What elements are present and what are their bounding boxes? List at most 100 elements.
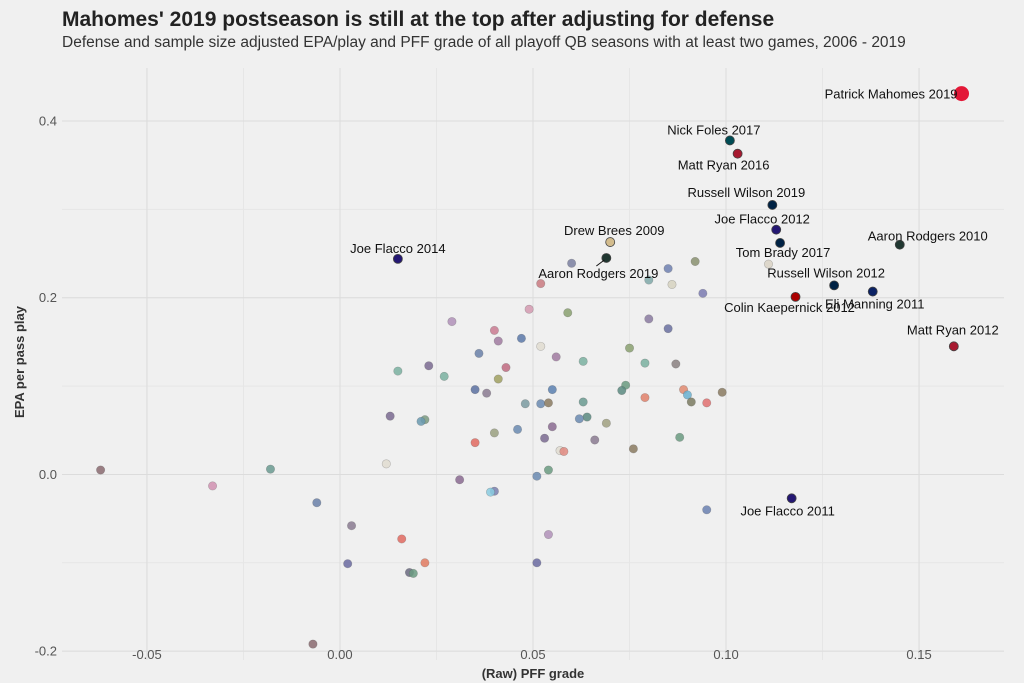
highlighted-point	[786, 493, 797, 504]
data-point	[675, 432, 685, 442]
label-leader-line	[596, 259, 605, 267]
highlighted-point	[829, 280, 840, 291]
point-label: Drew Brees 2009	[564, 223, 664, 238]
x-tick-label: 0.15	[906, 647, 931, 662]
data-point	[551, 352, 561, 362]
data-point	[582, 412, 592, 422]
data-point	[424, 361, 434, 371]
highlighted-point	[732, 148, 743, 159]
point-label: Tom Brady 2017	[736, 245, 831, 260]
data-point	[455, 475, 465, 485]
data-point	[690, 257, 700, 267]
point-label: Aaron Rodgers 2010	[868, 229, 988, 244]
highlighted-point	[392, 253, 403, 264]
data-point	[343, 559, 353, 569]
data-point	[644, 275, 654, 285]
highlighted-point	[724, 135, 735, 146]
data-point	[702, 398, 712, 408]
data-point	[347, 521, 357, 531]
x-tick-label: 0.05	[520, 647, 545, 662]
data-point	[543, 465, 553, 475]
x-tick-label: 0.10	[713, 647, 738, 662]
data-point	[489, 428, 499, 438]
point-label: Joe Flacco 2014	[350, 241, 445, 256]
label-layer: Patrick Mahomes 2019 Nick Foles 2017 Matt …	[350, 87, 999, 519]
data-point	[447, 317, 457, 327]
data-point	[536, 399, 546, 409]
point-label: Matt Ryan 2012	[907, 322, 999, 337]
chart-title: Mahomes' 2019 postseason is still at the…	[62, 8, 775, 31]
data-point	[667, 279, 677, 289]
point-label: Eli Manning 2011	[825, 297, 925, 312]
data-point	[96, 465, 106, 475]
x-tick-label: 0.00	[327, 647, 352, 662]
highlighted-point	[771, 224, 782, 235]
data-point	[698, 288, 708, 298]
data-point	[420, 558, 430, 568]
point-label: Aaron Rodgers 2019	[538, 266, 658, 281]
data-point	[532, 558, 542, 568]
data-point	[520, 399, 530, 409]
data-point	[640, 358, 650, 368]
data-point	[763, 259, 773, 269]
data-point	[663, 324, 673, 334]
x-axis-title: (Raw) PFF grade	[482, 666, 585, 681]
data-point	[265, 464, 275, 474]
y-tick-label: 0.4	[39, 114, 57, 129]
y-tick-label: -0.2	[35, 644, 57, 659]
data-point	[628, 444, 638, 454]
data-point	[536, 341, 546, 351]
grid-layer	[62, 68, 1004, 660]
data-point	[486, 487, 496, 497]
data-point	[567, 258, 577, 268]
data-point	[559, 446, 569, 456]
point-label: Joe Flacco 2012	[715, 212, 810, 227]
point-label: Russell Wilson 2019	[687, 185, 805, 200]
data-point	[543, 398, 553, 408]
data-point	[543, 530, 553, 540]
data-point	[702, 505, 712, 515]
data-point	[408, 568, 418, 578]
data-point	[493, 336, 503, 346]
highlighted-point	[894, 239, 905, 250]
tick-layer: -0.05 0.00 0.05 0.10 0.15 -0.2 0.0 0.2 0.4	[35, 114, 932, 662]
data-point	[590, 435, 600, 445]
data-point	[536, 279, 546, 289]
data-point	[439, 371, 449, 381]
data-point	[474, 348, 484, 358]
chart-subtitle: Defense and sample size adjusted EPA/pla…	[62, 34, 906, 51]
data-point	[644, 314, 654, 324]
data-point	[532, 471, 542, 481]
data-point	[397, 534, 407, 544]
data-point	[470, 385, 480, 395]
data-point	[663, 264, 673, 274]
data-point	[671, 359, 681, 369]
y-axis-title: EPA per pass play	[12, 305, 27, 418]
highlighted-point	[775, 238, 785, 248]
data-point	[501, 363, 511, 373]
data-point	[489, 325, 499, 335]
data-point	[601, 418, 611, 428]
highlighted-point	[767, 200, 778, 210]
highlighted-point	[790, 291, 801, 302]
data-point	[385, 411, 395, 421]
data-point	[470, 438, 480, 448]
data-point	[524, 304, 534, 314]
data-point	[682, 390, 692, 400]
data-point	[493, 374, 503, 384]
data-point	[717, 387, 727, 397]
point-label: Matt Ryan 2016	[678, 158, 770, 173]
highlighted-point	[948, 341, 959, 352]
data-point	[563, 308, 573, 318]
data-point	[312, 498, 322, 508]
data-point	[540, 433, 550, 443]
data-point	[308, 639, 318, 649]
point-label: Colin Kaepernick 2012	[724, 300, 855, 315]
data-point	[482, 388, 492, 398]
data-point	[513, 424, 523, 434]
x-tick-label: -0.05	[132, 647, 162, 662]
data-point	[208, 481, 218, 491]
y-tick-label: 0.2	[39, 290, 57, 305]
highlighted-point	[954, 86, 970, 102]
